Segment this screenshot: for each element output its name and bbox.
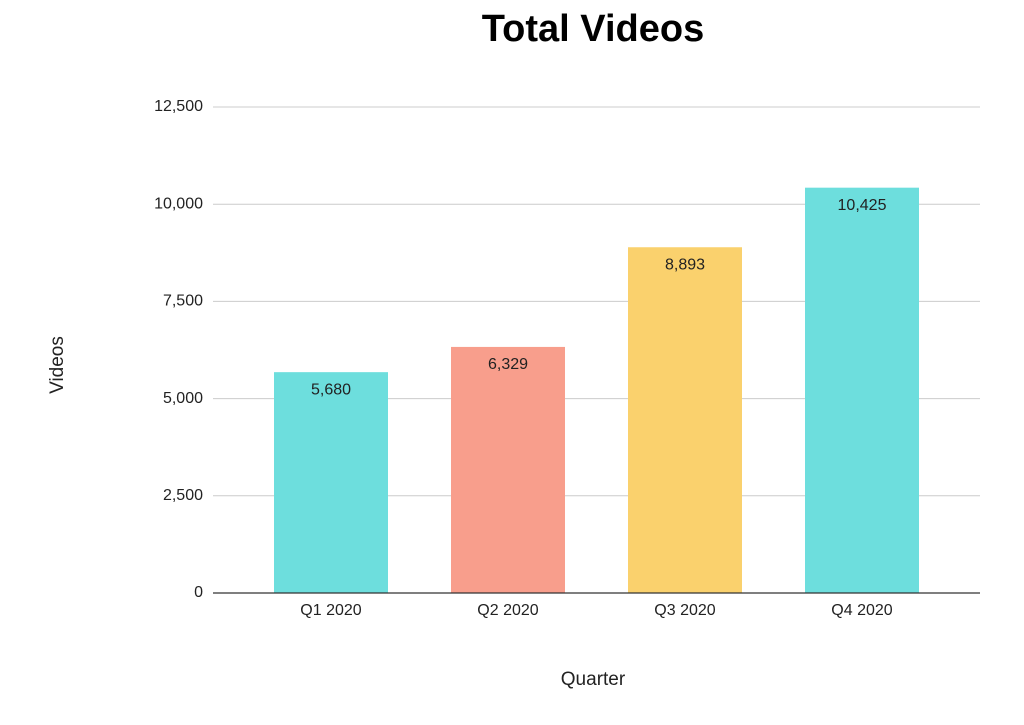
data-label: 8,893 [665, 256, 705, 273]
x-axis-label: Quarter [561, 669, 626, 690]
y-tick-label: 0 [194, 584, 203, 601]
x-tick-label: Q3 2020 [654, 602, 715, 619]
bar [274, 372, 388, 593]
x-tick-label: Q4 2020 [831, 602, 892, 619]
y-axis-label: Videos [47, 336, 68, 394]
y-tick-label: 5,000 [163, 390, 203, 407]
bar [451, 346, 565, 593]
x-tick-label: Q2 2020 [477, 602, 538, 619]
chart-title: Total Videos [482, 8, 704, 50]
bar [805, 187, 919, 593]
data-label: 6,329 [488, 356, 528, 373]
data-label: 10,425 [838, 197, 887, 214]
y-tick-label: 2,500 [163, 487, 203, 504]
bar [628, 247, 742, 593]
x-tick-label: Q1 2020 [300, 602, 361, 619]
y-tick-label: 7,500 [163, 293, 203, 310]
data-label: 5,680 [311, 381, 351, 398]
y-tick-label: 10,000 [154, 195, 203, 212]
y-tick-label: 12,500 [154, 98, 203, 115]
